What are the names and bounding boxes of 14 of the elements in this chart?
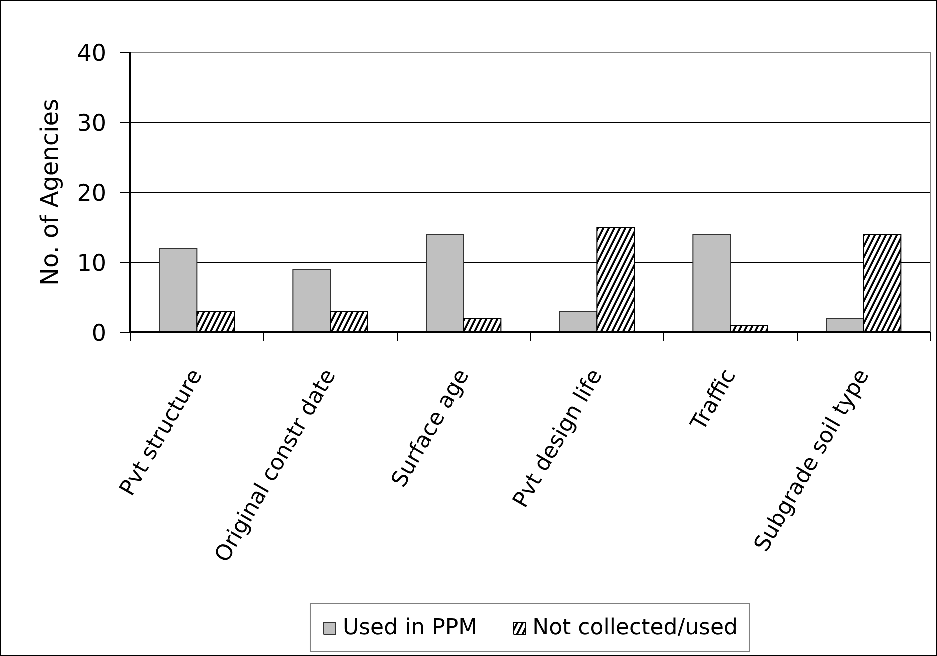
legend-label: Used in PPM [342,616,478,640]
bar [826,318,864,332]
bar [159,248,198,332]
bar [426,234,464,332]
bar [292,269,331,332]
y-tick-label: 30 [77,111,107,137]
bar [559,311,598,332]
y-tick-label: 10 [77,251,107,277]
y-axis-title: No. of Agencies [36,99,64,286]
y-tick-label: 0 [92,321,107,347]
bar [692,234,731,332]
y-tick-label: 40 [77,41,107,67]
legend-label: Not collected/used [532,616,738,640]
y-tick-label: 20 [77,181,107,207]
